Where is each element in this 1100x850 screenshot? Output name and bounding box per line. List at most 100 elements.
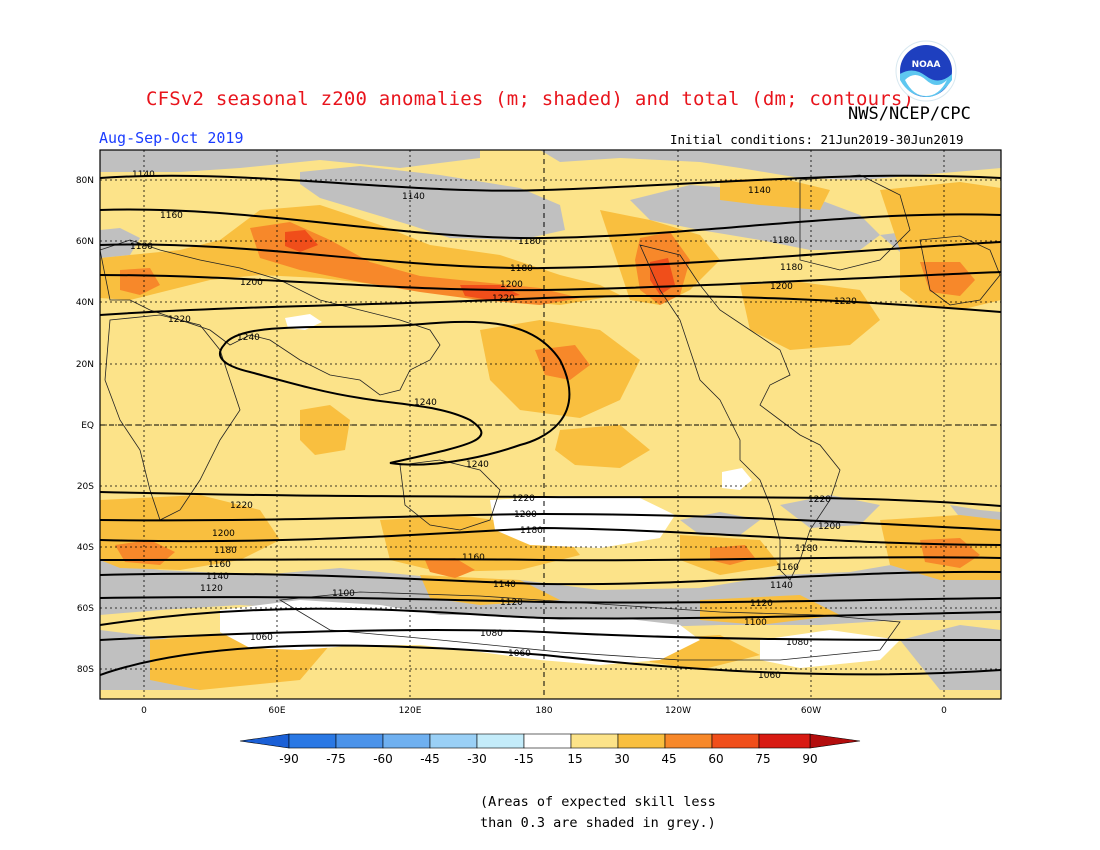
anomaly-30-45 xyxy=(100,178,1001,690)
graticule xyxy=(100,150,1001,699)
contour-label: 1140 xyxy=(132,170,155,180)
contour-label: 1120 xyxy=(750,599,773,609)
contour-label: 1180 xyxy=(214,546,237,556)
contour-label: 1220 xyxy=(492,294,515,304)
colorbar xyxy=(239,733,861,749)
contour-label: 1100 xyxy=(332,589,355,599)
forecast-period: Aug-Sep-Oct 2019 xyxy=(99,129,244,147)
lat-label: 60S xyxy=(77,604,94,614)
colorbar-tick: -60 xyxy=(373,752,393,766)
colorbar-tick: -30 xyxy=(467,752,487,766)
contour-label: 1140 xyxy=(493,580,516,590)
colorbar-swatch xyxy=(570,733,619,749)
lon-label: 60E xyxy=(268,706,285,716)
colorbar-swatch xyxy=(758,733,811,749)
lat-label: 80S xyxy=(77,665,94,675)
colorbar-tick: 15 xyxy=(567,752,582,766)
contour-label: 1220 xyxy=(512,494,535,504)
lon-label: 120W xyxy=(665,706,691,716)
skill-note-line1: (Areas of expected skill less xyxy=(480,794,716,810)
contour-label: 1140 xyxy=(206,572,229,582)
contour-label: 1200 xyxy=(500,280,523,290)
colorbar-tick: 75 xyxy=(755,752,770,766)
contour-label: 1220 xyxy=(808,495,831,505)
colorbar-swatch xyxy=(711,733,760,749)
lat-label: 80N xyxy=(76,176,94,186)
near-zero-white-areas xyxy=(220,314,900,668)
contour-label: 1180 xyxy=(780,263,803,273)
colorbar-tick: -45 xyxy=(420,752,440,766)
contour-label: 1080 xyxy=(480,629,503,639)
contour-label: 1200 xyxy=(240,278,263,288)
contour-label: 1060 xyxy=(758,671,781,681)
contour-label: 1140 xyxy=(748,186,771,196)
contour-label: 1180 xyxy=(518,237,541,247)
lon-label: 120E xyxy=(399,706,422,716)
contour-label: 1240 xyxy=(414,398,437,408)
contour-label: 1120 xyxy=(500,598,523,608)
colorbar-tick: -15 xyxy=(514,752,534,766)
contour-label: 1200 xyxy=(514,510,537,520)
contour-label: 1240 xyxy=(466,460,489,470)
map-frame xyxy=(99,149,1002,700)
contour-label: 1140 xyxy=(402,192,425,202)
contour-label: 1180 xyxy=(130,242,153,252)
colorbar-swatch xyxy=(523,733,572,749)
colorbar-swatch xyxy=(617,733,666,749)
colorbar-swatch xyxy=(288,733,337,749)
contour-label: 1220 xyxy=(168,315,191,325)
colorbar-tick: 30 xyxy=(614,752,629,766)
contour-label: 1160 xyxy=(208,560,231,570)
contour-label: 1080 xyxy=(786,638,809,648)
colorbar-swatch xyxy=(335,733,384,749)
lat-label: 20N xyxy=(76,360,94,370)
contour-labels: 1140 1140 1140 1160 1180 1180 1180 1180 … xyxy=(130,170,857,681)
initial-conditions: Initial conditions: 21Jun2019-30Jun2019 xyxy=(670,132,964,147)
noaa-logo-text: NOAA xyxy=(912,60,941,70)
contour-label: 1120 xyxy=(200,584,223,594)
contour-label: 1140 xyxy=(770,581,793,591)
contour-label: 1220 xyxy=(230,501,253,511)
contour-label: 1200 xyxy=(212,529,235,539)
colorbar-tick: -90 xyxy=(279,752,299,766)
contour-label: 1060 xyxy=(508,649,531,659)
lat-label: 20S xyxy=(77,482,94,492)
colorbar-tick-labels: -90 -75 -60 -45 -30 -15 15 30 45 60 75 9… xyxy=(279,752,817,766)
colorbar-tick: 45 xyxy=(661,752,676,766)
contour-label: 1220 xyxy=(834,297,857,307)
colorbar-low-arrow xyxy=(239,733,290,749)
height-contours xyxy=(100,174,1001,676)
agency-label: NWS/NCEP/CPC xyxy=(848,104,971,124)
latitude-labels: 80N 60N 40N 20N EQ 20S 40S 60S 80S xyxy=(76,176,94,675)
colorbar-high-arrow xyxy=(809,733,861,749)
continent-outlines xyxy=(100,174,1001,661)
contour-label: 1060 xyxy=(250,633,273,643)
contour-label: 1200 xyxy=(770,282,793,292)
anomaly-45-60 xyxy=(115,222,980,578)
contour-label: 1160 xyxy=(462,553,485,563)
contour-label: 1160 xyxy=(160,211,183,221)
colorbar-swatch xyxy=(476,733,525,749)
colorbar-tick: 90 xyxy=(802,752,817,766)
colorbar-tick: 60 xyxy=(708,752,723,766)
lon-label: 0 xyxy=(141,706,147,716)
colorbar-swatch xyxy=(429,733,478,749)
contour-label: 1240 xyxy=(237,333,260,343)
anomaly-base-fill xyxy=(100,150,1001,699)
noaa-logo: NOAA xyxy=(895,40,957,102)
contour-label: 1100 xyxy=(744,618,767,628)
lat-label: EQ xyxy=(81,421,94,431)
contour-label: 1160 xyxy=(776,563,799,573)
lat-label: 60N xyxy=(76,237,94,247)
anomaly-60-75 xyxy=(285,230,675,300)
lat-label: 40S xyxy=(77,543,94,553)
equator-dateline xyxy=(100,150,1001,699)
lon-label: 0 xyxy=(941,706,947,716)
skill-note: (Areas of expected skill less than 0.3 a… xyxy=(480,792,716,834)
longitude-labels: 0 60E 120E 180 120W 60W 0 xyxy=(141,706,947,716)
lon-label: 180 xyxy=(535,706,552,716)
lat-label: 40N xyxy=(76,298,94,308)
colorbar-swatch xyxy=(664,733,713,749)
contour-label: 1200 xyxy=(818,522,841,532)
